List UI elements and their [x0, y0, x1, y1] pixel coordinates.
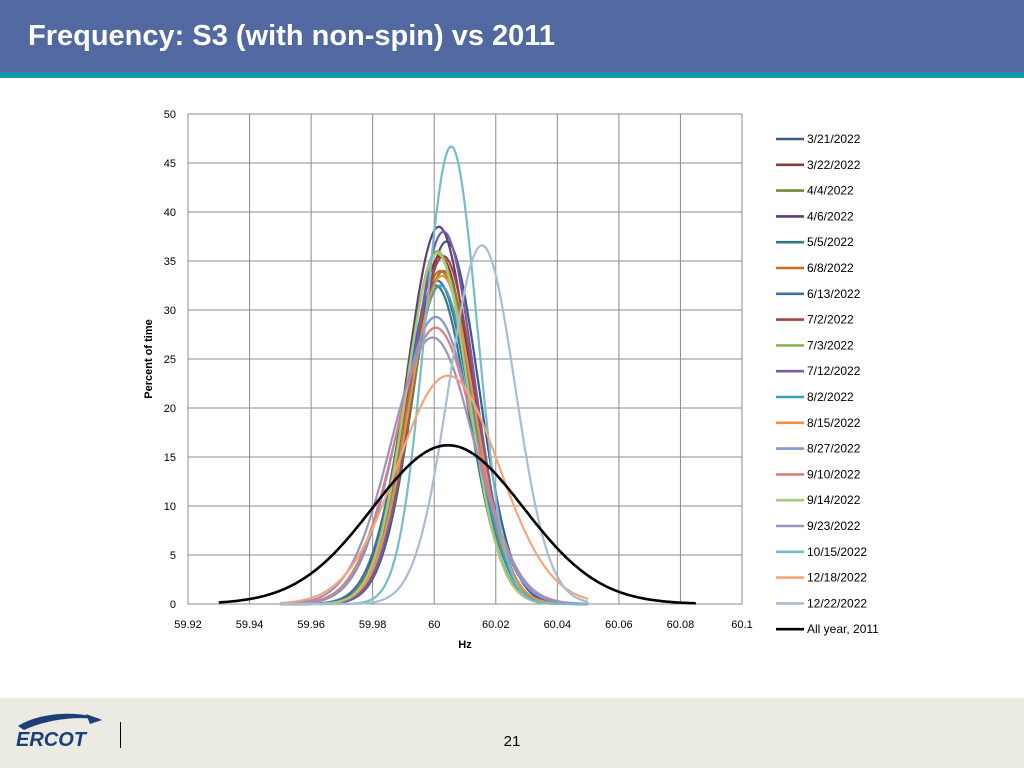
y-tick-label-1: 5: [170, 550, 176, 562]
x-tick-label-7: 60.06: [605, 619, 633, 631]
y-tick-label-10: 50: [164, 109, 176, 121]
chart-series-group: [218, 145, 696, 606]
legend-label-10: 8/2/2022: [807, 390, 854, 404]
legend-label-15: 9/23/2022: [807, 519, 861, 533]
y-tick-label-2: 10: [164, 501, 176, 513]
plot-area-frame: [187, 113, 743, 605]
y-tick-label-8: 40: [164, 207, 176, 219]
page-number: 21: [503, 733, 521, 750]
legend-label-14: 9/14/2022: [807, 493, 861, 507]
frequency-chart: 59.92 59.94 59.96 59.98 60 60.02 60.04 60.06 60.…: [143, 109, 879, 651]
x-tick-label-0: 59.92: [174, 619, 202, 631]
legend-label-6: 6/13/2022: [807, 287, 861, 301]
x-tick-label-2: 59.96: [297, 619, 325, 631]
logo-arrow-icon: [86, 714, 102, 724]
x-tick-label-4: 60: [428, 619, 440, 631]
legend-label-2: 4/4/2022: [807, 184, 854, 198]
y-tick-label-7: 35: [164, 256, 176, 268]
x-tick-label-5: 60.02: [482, 619, 510, 631]
header-accent-rule: [0, 72, 1024, 78]
x-tick-label-9: 60.1: [731, 619, 752, 631]
y-tick-label-6: 30: [164, 305, 176, 317]
slide-header: [0, 0, 1024, 72]
legend-label-9: 7/12/2022: [807, 364, 861, 378]
x-axis-title: Hz: [458, 639, 472, 651]
y-tick-label-5: 25: [164, 354, 176, 366]
series-line-12: [280, 315, 589, 606]
y-tick-label-3: 15: [164, 452, 176, 464]
x-tick-label-6: 60.04: [544, 619, 572, 631]
legend-label-11: 8/15/2022: [807, 416, 861, 430]
legend-label-19: All year, 2011: [807, 622, 879, 636]
footer-divider: [120, 722, 121, 748]
y-axis-title: Percent of time: [143, 319, 155, 398]
legend-label-16: 10/15/2022: [807, 545, 867, 559]
x-tick-label-8: 60.08: [667, 619, 695, 631]
y-tick-labels: 0 5 10 15 20 25 30 35 40 45 50: [164, 109, 176, 611]
ercot-logo: ERCOT: [16, 713, 102, 751]
legend-label-18: 12/22/2022: [807, 596, 867, 610]
legend-label-3: 4/6/2022: [807, 209, 854, 223]
chart-legend: 3/21/2022 3/22/2022 4/4/2022 4/6/2022 5/5/20…: [776, 132, 879, 636]
logo-wordmark: ERCOT: [16, 729, 88, 751]
logo-swoosh-icon: [18, 713, 102, 730]
legend-label-1: 3/22/2022: [807, 158, 861, 172]
legend-label-5: 6/8/2022: [807, 261, 854, 275]
legend-label-8: 7/3/2022: [807, 338, 854, 352]
slide-footer: [0, 698, 1024, 768]
legend-label-13: 9/10/2022: [807, 467, 861, 481]
x-tick-labels: 59.92 59.94 59.96 59.98 60 60.02 60.04 60.06 60.…: [174, 619, 752, 631]
slide-title: Frequency: S3 (with non-spin) vs 2011: [28, 20, 555, 52]
legend-label-17: 12/18/2022: [807, 571, 867, 585]
y-tick-label-0: 0: [170, 599, 176, 611]
series-line-15: [280, 336, 589, 605]
legend-label-12: 8/27/2022: [807, 442, 861, 456]
legend-label-0: 3/21/2022: [807, 132, 861, 146]
series-line-19: [218, 443, 696, 605]
y-tick-label-9: 45: [164, 158, 176, 170]
x-tick-label-3: 59.98: [359, 619, 387, 631]
y-tick-label-4: 20: [164, 403, 176, 415]
legend-label-7: 7/2/2022: [807, 313, 854, 327]
legend-label-4: 5/5/2022: [807, 235, 854, 249]
series-line-17: [280, 374, 589, 605]
series-line-18: [280, 244, 589, 606]
x-tick-label-1: 59.94: [236, 619, 264, 631]
